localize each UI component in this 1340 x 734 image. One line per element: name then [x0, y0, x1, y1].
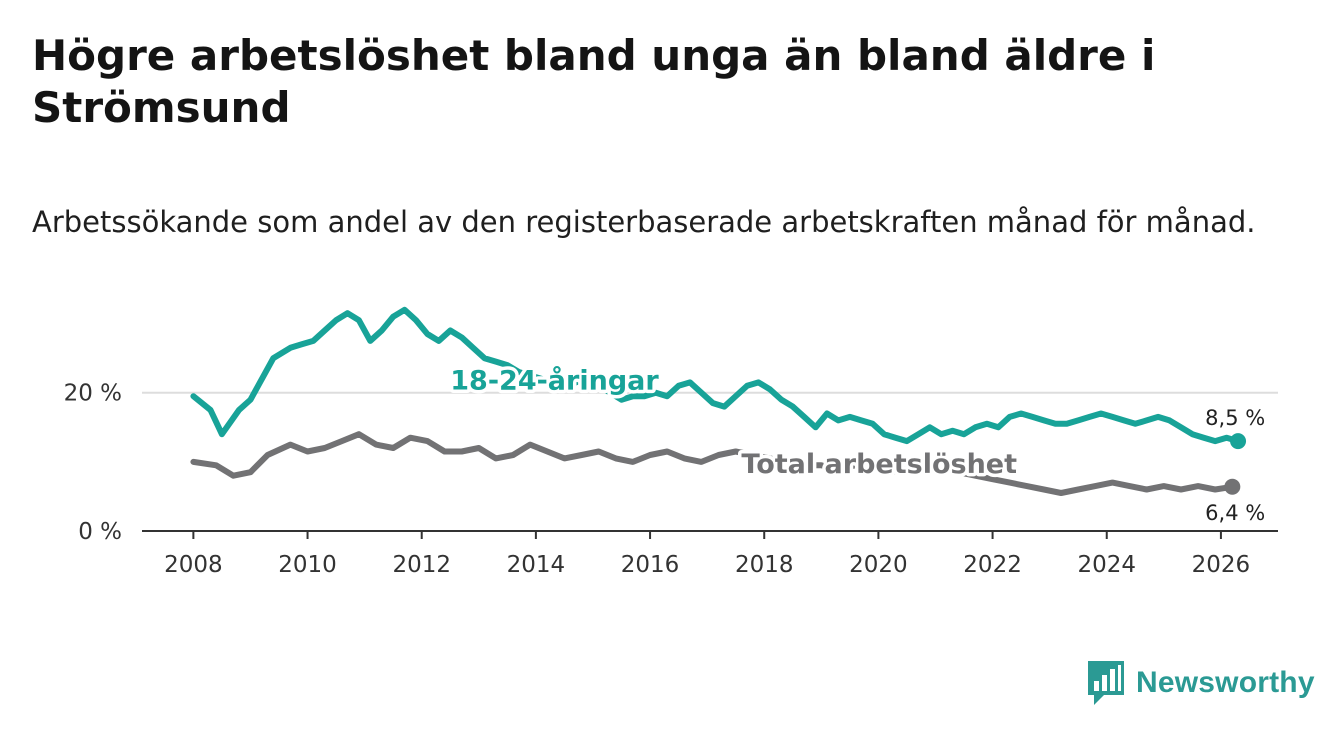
series-label-total: Total arbetslöshet — [741, 449, 1017, 480]
x-tick-label-2024: 2024 — [1077, 552, 1136, 578]
end-label-total: 6,4 % — [1205, 501, 1265, 525]
series-line-total — [190, 431, 1236, 496]
newsworthy-logo[interactable]: Newsworthy — [1088, 660, 1315, 706]
end-point-youth — [1230, 433, 1247, 450]
series-labels: 18-24-åringar Total arbetslöshet 8,5 % 6… — [447, 361, 1268, 528]
x-tick-label-2018: 2018 — [735, 552, 794, 578]
brand-name: Newsworthy — [1136, 666, 1315, 699]
x-tick-label-2026: 2026 — [1192, 552, 1251, 578]
x-tick-label-2010: 2010 — [278, 552, 337, 578]
x-tick-label-2014: 2014 — [507, 552, 566, 578]
y-tick-label-20: 20 % — [64, 381, 122, 407]
axes: 0 % 20 % 2008 2010 2012 2014 2016 2018 2020 2022 2… — [64, 381, 1278, 578]
x-tick-label-2012: 2012 — [392, 552, 451, 578]
series-lines — [190, 306, 1247, 496]
x-tick-label-2008: 2008 — [164, 552, 223, 578]
series-line-youth — [190, 306, 1241, 445]
x-tick-label-2022: 2022 — [963, 552, 1022, 578]
x-tick-label-2020: 2020 — [849, 552, 908, 578]
end-point-total — [1224, 478, 1241, 495]
bar-chart-speech-bubble-icon — [1088, 661, 1124, 705]
chart-subtitle: Arbetssökande som andel av den registerb… — [32, 205, 1256, 239]
chart-title: Högre arbetslöshet bland unga än bland ä… — [32, 31, 1156, 132]
y-tick-label-0: 0 % — [78, 519, 122, 545]
x-tick-label-2016: 2016 — [621, 552, 680, 578]
series-label-youth: 18-24-åringar — [450, 364, 659, 396]
end-label-youth: 8,5 % — [1205, 406, 1265, 430]
